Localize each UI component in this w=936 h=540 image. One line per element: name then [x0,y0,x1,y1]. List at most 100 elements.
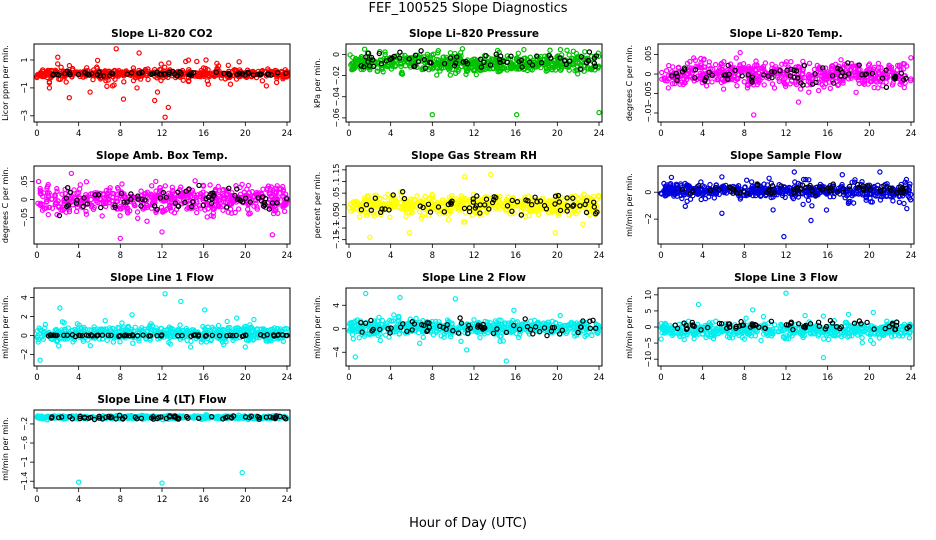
reference-point [363,54,369,60]
data-point [40,190,47,196]
reference-point [593,210,599,217]
data-point [43,198,50,205]
reference-point [441,209,447,215]
data-point [447,72,453,78]
data-point [139,73,146,79]
reference-point [250,72,257,78]
reference-point [223,204,230,210]
reference-point [509,208,515,214]
x-tick-label: 20 [240,373,251,383]
x-tick-label: 20 [552,129,563,139]
reference-point [813,79,819,86]
data-point [818,77,825,83]
series-points [34,291,290,363]
reference-point [830,80,837,86]
data-point [781,233,787,240]
data-point [840,78,846,84]
data-point [564,47,570,54]
reference-point [557,55,563,61]
data-point [456,204,462,211]
x-tick-label: 8 [118,251,123,261]
y-axis-label: degrees C per min. [1,167,10,243]
data-point [280,74,287,81]
reference-point [552,193,559,199]
data-point [116,67,122,74]
reference-point [497,53,504,59]
data-point [484,194,490,200]
data-point [267,186,273,192]
reference-point [787,73,794,79]
data-point [377,337,383,344]
data-point [806,177,812,183]
reference-point [692,75,698,81]
data-point [782,83,789,90]
data-point [396,204,402,210]
reference-point [669,73,675,79]
data-point [496,68,502,75]
data-point [357,58,364,64]
data-point [121,191,127,197]
reference-point [441,60,448,67]
data-point [710,66,716,72]
data-point [529,67,535,73]
data-point [687,58,693,65]
y-tick-label: .005 [644,46,653,64]
reference-point [264,71,270,78]
data-point [389,204,395,210]
data-point [508,65,515,72]
data-point [378,211,384,218]
data-point [788,59,794,65]
data-point [180,77,186,83]
y-tick-label: 0 [20,197,29,202]
y-tick-label: −.15 [332,230,341,249]
data-point [904,205,910,212]
data-point [475,210,481,216]
data-point [374,68,380,74]
data-point [580,221,586,227]
data-point [68,170,75,177]
reference-point [788,66,794,73]
data-point [406,229,413,236]
data-point [232,209,238,216]
reference-point [213,69,219,76]
x-tick-label: 0 [346,129,351,139]
data-point [719,174,725,180]
reference-point [790,190,797,196]
reference-point [447,55,454,61]
data-point [513,55,520,61]
panel-4: Slope Amb. Box Temp.degrees C per min.0 4… [1,150,292,261]
y-axis-label: Licor ppm per min. [1,45,10,121]
x-tick-label: 0 [34,251,39,261]
data-point [272,194,279,200]
reference-point [112,204,118,211]
reference-point [812,193,819,199]
x-tick-label: 20 [240,129,251,139]
reference-point [470,199,476,205]
data-point [69,65,76,72]
reference-point [64,203,70,210]
reference-point [493,194,499,201]
data-point [83,65,90,71]
data-point [154,89,161,95]
data-point [689,70,695,76]
reference-point [378,209,384,215]
y-tick-label: −2 [644,213,653,225]
reference-point [867,187,874,193]
reference-point [593,53,600,59]
x-tick-label: 12 [469,373,480,383]
reference-point [578,54,585,60]
data-point [758,65,764,71]
y-tick-label: 0 [644,71,653,76]
data-point [890,198,896,204]
data-point [701,190,707,197]
data-point [484,197,491,203]
data-point [120,96,127,102]
x-tick-label: 4 [388,373,393,383]
x-tick-label: 0 [658,251,663,261]
y-tick-label: 4 [332,303,341,308]
reference-point [769,183,776,189]
reference-point [702,78,708,84]
data-point [681,192,688,198]
data-point [153,207,159,214]
data-point [514,111,520,118]
